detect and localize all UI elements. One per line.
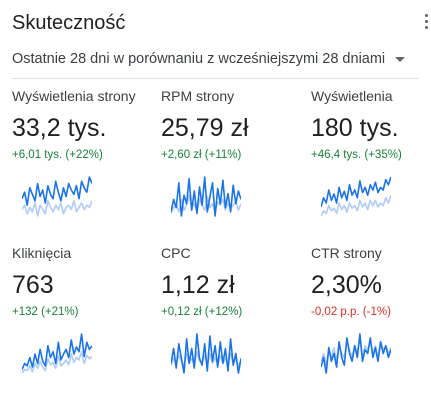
sparkline-current: [321, 333, 391, 374]
metric-change: +46,4 tys. (+35%): [311, 149, 402, 161]
sparkline-current: [321, 176, 391, 208]
sparkline: [171, 333, 241, 374]
metric-label: Wyświetlenia: [311, 88, 393, 104]
metric-value: 1,12 zł: [161, 271, 235, 299]
metric-change: -0,02 p.p. (-1%): [311, 306, 391, 318]
more-vert-icon[interactable]: [425, 14, 431, 36]
caret-down-icon: [395, 56, 406, 62]
metric-label: Kliknięcia: [12, 245, 72, 261]
sparkline: [171, 176, 241, 217]
metric-label: Wyświetlenia strony: [12, 88, 136, 104]
metric-label: CTR strony: [311, 245, 382, 261]
metric-change: +132 (+21%): [12, 306, 79, 318]
divider: [12, 78, 419, 79]
sparkline: [22, 176, 92, 217]
sparkline-previous: [22, 350, 92, 374]
page-title: Skuteczność: [12, 12, 126, 34]
sparkline-previous: [321, 194, 391, 217]
metric-value: 33,2 tys.: [12, 114, 107, 142]
metric-card[interactable]: Kliknięcia 763 +132 (+21%): [12, 245, 152, 395]
sparkline: [321, 176, 391, 217]
metric-change: +0,12 zł (+12%): [161, 306, 243, 318]
metric-value: 2,30%: [311, 271, 382, 299]
metric-card[interactable]: Wyświetlenia 180 tys. +46,4 tys. (+35%): [311, 88, 431, 238]
metric-value: 25,79 zł: [161, 114, 249, 142]
metric-value: 763: [12, 271, 54, 299]
period-label: Ostatnie 28 dni w porównaniu z wcześniej…: [12, 51, 386, 67]
metric-value: 180 tys.: [311, 114, 399, 142]
sparkline: [321, 333, 391, 374]
metric-card[interactable]: CPC 1,12 zł +0,12 zł (+12%): [161, 245, 301, 395]
metric-card[interactable]: RPM strony 25,79 zł +2,60 zł (+11%): [161, 88, 301, 238]
period-selector[interactable]: Ostatnie 28 dni w porównaniu z wcześniej…: [12, 51, 406, 67]
metric-label: RPM strony: [161, 88, 235, 104]
sparkline-current: [171, 176, 241, 217]
metric-change: +6,01 tys. (+22%): [12, 149, 103, 161]
sparkline-previous: [22, 199, 92, 217]
sparkline-current: [171, 333, 241, 374]
sparkline: [22, 333, 92, 374]
sparkline-current: [22, 333, 92, 370]
sparkline-current: [22, 176, 92, 207]
metric-card[interactable]: CTR strony 2,30% -0,02 p.p. (-1%): [311, 245, 431, 395]
metric-card[interactable]: Wyświetlenia strony 33,2 tys. +6,01 tys.…: [12, 88, 152, 238]
metric-change: +2,60 zł (+11%): [161, 149, 242, 161]
metric-label: CPC: [161, 245, 191, 261]
